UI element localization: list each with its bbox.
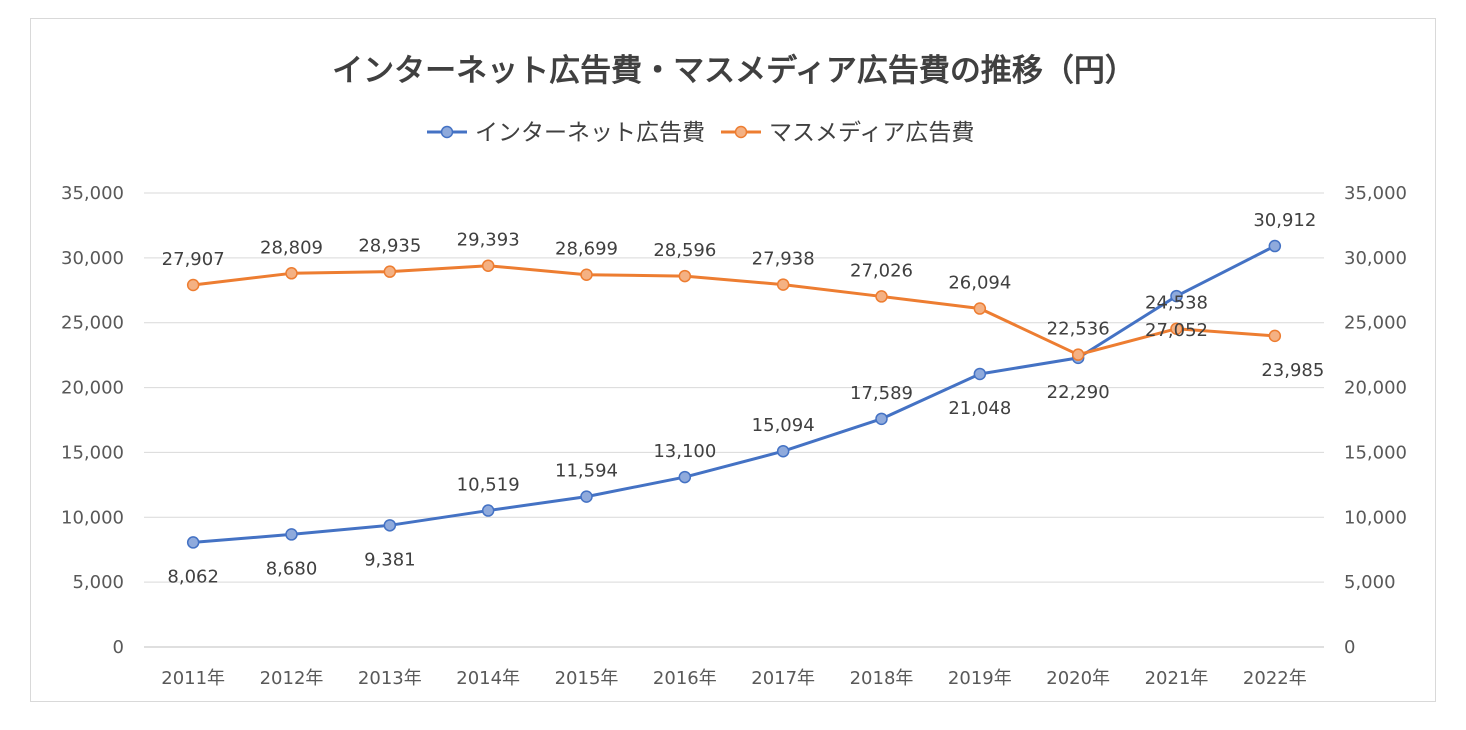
internet-data-point: [285, 528, 298, 541]
gridlines: [144, 192, 1324, 648]
x-tick-label: 2020年: [1046, 668, 1110, 689]
mass-data-point: [186, 278, 200, 292]
x-tick-label: 2018年: [850, 668, 914, 689]
x-tick-label: 2021年: [1145, 668, 1209, 689]
legend-internet-marker: [440, 125, 454, 139]
series: [186, 239, 1282, 549]
mass-series-line: [192, 264, 1275, 357]
internet-data-point: [776, 444, 790, 458]
mass-data-point: [776, 278, 790, 291]
internet-data-point: [580, 490, 593, 503]
y-tick-label-left: 10,000: [61, 507, 124, 528]
mass-data-point: [1170, 322, 1183, 335]
chart-title: インターネット広告費・マスメディア広告費の推移（円）: [332, 53, 1136, 89]
internet-data-point: [383, 519, 397, 532]
y-tick-label-right: 20,000: [1344, 378, 1407, 399]
internet-series-line: [193, 244, 1276, 544]
mass-data-label: 28,699: [555, 239, 618, 260]
mass-data-label: 27,907: [162, 249, 225, 270]
mass-data-point: [580, 268, 593, 281]
y-tick-label-left: 15,000: [61, 442, 124, 463]
y-axis-right: 0 5,000 10,000 15,000 20,000 25,000 30,000 35,0…: [1344, 183, 1407, 658]
legend-mass-marker: [734, 125, 748, 139]
x-tick-label: 2011年: [161, 668, 225, 689]
internet-data-label: 8,680: [266, 558, 318, 579]
x-axis: 2011年 2012年 2013年 2014年 2015年 2016年 2017年 2018年…: [161, 668, 1306, 689]
y-tick-label-right: 30,000: [1344, 248, 1407, 269]
internet-data-label: 22,290: [1047, 382, 1110, 403]
mass-data-label: 24,538: [1145, 293, 1208, 314]
mass-data-point: [973, 302, 987, 315]
internet-data-label: 27,052: [1145, 320, 1208, 341]
line-chart: インターネット広告費・マスメディア広告費の推移（円） インターネット広告費 マス…: [61, 53, 1407, 689]
internet-data-point: [1268, 239, 1282, 253]
internet-data-point: [973, 367, 987, 381]
internet-data-point: [481, 504, 495, 517]
legend: インターネット広告費 マスメディア広告費: [427, 120, 974, 146]
mass-data-label: 28,596: [653, 240, 716, 261]
mass-data-label: 28,935: [358, 236, 421, 257]
internet-data-label: 13,100: [653, 441, 716, 462]
y-tick-label-left: 0: [113, 637, 124, 658]
internet-data-label: 8,062: [167, 566, 219, 587]
x-tick-label: 2017年: [751, 668, 815, 689]
y-tick-label-right: 25,000: [1344, 313, 1407, 334]
x-tick-label: 2019年: [948, 668, 1012, 689]
mass-data-point: [678, 269, 692, 283]
x-tick-label: 2013年: [358, 668, 422, 689]
y-tick-label-right: 15,000: [1344, 442, 1407, 463]
y-tick-label-left: 30,000: [61, 248, 124, 269]
mass-data-point: [383, 265, 397, 278]
internet-data-label: 17,589: [850, 383, 913, 404]
mass-data-label: 27,938: [752, 249, 815, 270]
mass-data-label: 23,985: [1261, 360, 1324, 381]
legend-internet-label: インターネット広告費: [475, 120, 705, 146]
x-tick-label: 2014年: [456, 668, 520, 689]
y-tick-label-right: 10,000: [1344, 507, 1407, 528]
data-labels: 8,062 8,680 9,381 10,519 11,594 13,100 15,094 1…: [162, 210, 1325, 587]
mass-data-point: [285, 267, 298, 280]
mass-data-label: 27,026: [850, 260, 913, 281]
internet-data-point: [1170, 289, 1183, 303]
chart-area: インターネット広告費・マスメディア広告費の推移（円） インターネット広告費 マス…: [30, 18, 1436, 702]
x-tick-label: 2012年: [260, 668, 324, 689]
mass-data-label: 22,536: [1047, 319, 1110, 340]
internet-data-point: [875, 412, 888, 426]
mass-data-label: 28,809: [260, 237, 323, 258]
y-tick-label-right: 5,000: [1344, 572, 1396, 593]
y-tick-label-left: 5,000: [72, 572, 124, 593]
x-tick-label: 2015年: [555, 668, 619, 689]
mass-data-label: 29,393: [457, 230, 520, 251]
internet-data-label: 15,094: [752, 415, 815, 436]
x-tick-label: 2022年: [1243, 668, 1307, 689]
internet-data-label: 9,381: [364, 549, 416, 570]
internet-data-label: 10,519: [457, 475, 520, 496]
mass-data-point: [1071, 348, 1085, 361]
mass-data-point: [875, 290, 888, 303]
mass-data-point: [481, 259, 495, 272]
internet-data-point: [678, 470, 692, 484]
mass-data-label: 26,094: [948, 273, 1011, 294]
y-tick-label-right: 0: [1344, 637, 1355, 658]
x-tick-label: 2016年: [653, 668, 717, 689]
y-axis-left: 0 5,000 10,000 15,000 20,000 25,000 30,000 35,0…: [61, 183, 124, 658]
y-tick-label-right: 35,000: [1344, 183, 1407, 204]
internet-data-label: 11,594: [555, 461, 618, 482]
internet-data-label: 30,912: [1253, 210, 1316, 231]
legend-mass-label: マスメディア広告費: [769, 120, 974, 146]
mass-data-point: [1268, 329, 1282, 343]
y-tick-label-left: 35,000: [61, 183, 124, 204]
y-tick-label-left: 20,000: [61, 378, 124, 399]
y-tick-label-left: 25,000: [61, 313, 124, 334]
internet-data-label: 21,048: [948, 398, 1011, 419]
internet-data-point: [186, 536, 200, 549]
